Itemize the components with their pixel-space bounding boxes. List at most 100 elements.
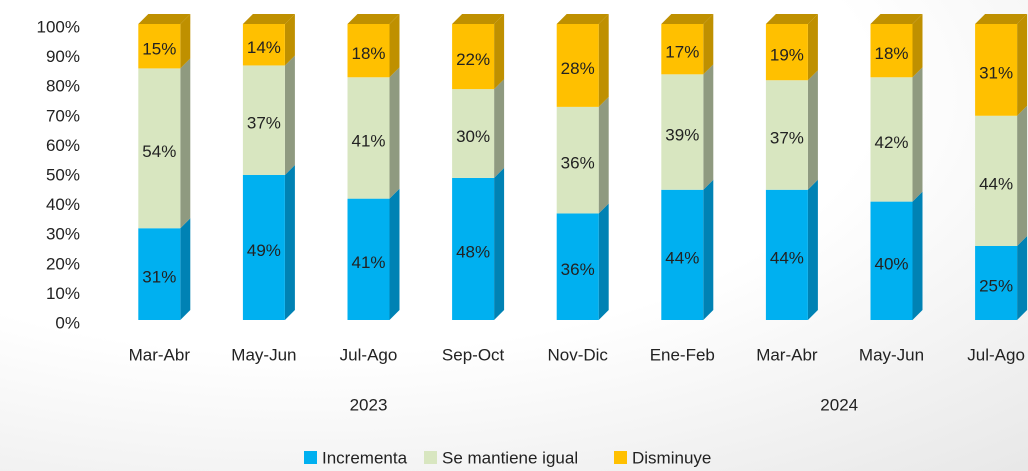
bar-depth: [494, 14, 505, 90]
y-tick-label: 100%: [37, 17, 80, 36]
data-label: 37%: [770, 128, 804, 147]
bar-depth: [1017, 236, 1028, 320]
bar-depth: [389, 67, 400, 199]
bar-segment: [242, 65, 285, 175]
data-label: 49%: [247, 241, 281, 260]
bar-segment: [765, 189, 808, 320]
bar-depth: [807, 14, 818, 81]
legend-swatch: [304, 451, 317, 464]
y-tick-label: 0%: [55, 313, 80, 332]
bar-depth: [284, 55, 295, 175]
data-label: 14%: [247, 38, 281, 57]
bar-depth: [598, 96, 609, 214]
bar-depth: [912, 191, 923, 320]
bar-segment: [138, 228, 181, 320]
data-label: 19%: [770, 46, 804, 65]
data-label: 31%: [979, 63, 1013, 82]
data-label: 22%: [456, 50, 490, 69]
bar-depth: [389, 188, 400, 320]
bar-segment: [870, 201, 913, 320]
bar-segment: [661, 74, 704, 190]
bar-depth: [598, 14, 609, 107]
data-label: 18%: [874, 44, 908, 63]
bar-segment: [765, 80, 808, 190]
bar-segment: [452, 24, 495, 90]
bar-depth: [1017, 105, 1028, 246]
data-label: 41%: [351, 131, 385, 150]
bar-segment: [975, 115, 1018, 246]
x-tick-label: Jul-Ago: [340, 345, 398, 364]
bar-depth: [284, 14, 295, 66]
data-label: 36%: [561, 154, 595, 173]
y-tick-label: 90%: [46, 47, 80, 66]
legend-swatch: [614, 451, 627, 464]
data-label: 37%: [247, 114, 281, 133]
bar-segment: [138, 24, 181, 69]
x-tick-label: May-Jun: [231, 345, 296, 364]
bar-segment: [975, 24, 1018, 116]
bar-segment: [242, 174, 285, 320]
bar-segment: [556, 24, 599, 107]
y-tick-label: 80%: [46, 77, 80, 96]
bar-depth: [494, 167, 505, 320]
bar-top: [975, 14, 1028, 24]
y-tick-label: 20%: [46, 254, 80, 273]
bar-segment: [975, 246, 1018, 320]
x-tick-label: May-Jun: [859, 345, 924, 364]
y-tick-label: 30%: [46, 225, 80, 244]
bar-segment: [347, 77, 390, 199]
data-label: 48%: [456, 242, 490, 261]
bar-segment: [870, 24, 913, 78]
data-label: 18%: [351, 44, 385, 63]
bar-depth: [180, 58, 191, 229]
bar-segment: [661, 189, 704, 320]
data-label: 17%: [665, 43, 699, 62]
bar-depth: [284, 164, 295, 320]
bar-top: [556, 14, 609, 24]
data-label: 40%: [874, 254, 908, 273]
data-label: 42%: [874, 133, 908, 152]
bar-segment: [556, 213, 599, 320]
bar-top: [870, 14, 923, 24]
group-label: 2023: [350, 395, 388, 414]
bar-segment: [765, 24, 808, 81]
bar-segment: [870, 77, 913, 202]
bar-depth: [180, 14, 191, 69]
bar-top: [138, 14, 191, 24]
bar-segment: [452, 89, 495, 178]
bar-depth: [912, 67, 923, 202]
group-label: 2024: [820, 395, 858, 414]
legend-label: Incrementa: [322, 448, 408, 467]
bar-segment: [347, 198, 390, 320]
data-label: 36%: [561, 260, 595, 279]
bar-segment: [242, 24, 285, 66]
bar-depth: [389, 14, 400, 78]
bar-depth: [703, 64, 714, 190]
bar-top: [242, 14, 295, 24]
x-tick-label: Nov-Dic: [547, 345, 608, 364]
bar-segment: [138, 68, 181, 229]
data-label: 28%: [561, 59, 595, 78]
bar-depth: [494, 79, 505, 178]
bar-depth: [912, 14, 923, 78]
x-tick-label: Mar-Abr: [129, 345, 191, 364]
data-label: 30%: [456, 127, 490, 146]
bar-depth: [703, 179, 714, 320]
x-tick-label: Ene-Feb: [650, 345, 715, 364]
x-tick-label: Sep-Oct: [442, 345, 505, 364]
legend-label: Disminuye: [632, 448, 711, 467]
bar-depth: [598, 203, 609, 320]
data-label: 54%: [142, 142, 176, 161]
bar-segment: [556, 106, 599, 214]
legend-label: Se mantiene igual: [442, 448, 578, 467]
bar-segment: [452, 177, 495, 320]
y-tick-label: 70%: [46, 106, 80, 125]
data-label: 44%: [979, 174, 1013, 193]
bar-depth: [180, 218, 191, 320]
data-label: 44%: [665, 248, 699, 267]
data-label: 25%: [979, 276, 1013, 295]
data-label: 41%: [351, 253, 385, 272]
x-tick-label: Mar-Abr: [756, 345, 818, 364]
bar-depth: [807, 179, 818, 320]
